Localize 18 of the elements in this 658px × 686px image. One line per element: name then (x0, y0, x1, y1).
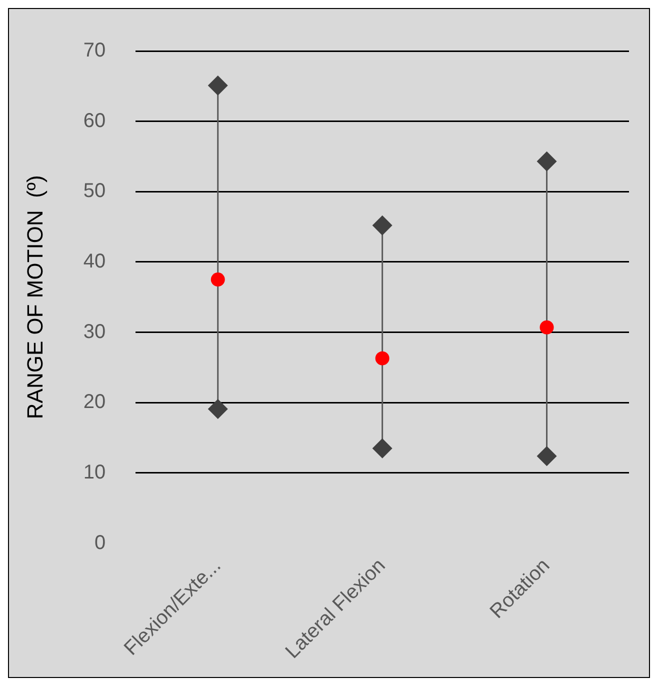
y-tick-label: 40 (83, 250, 106, 272)
point (208, 398, 228, 419)
point (540, 320, 554, 334)
y-tick-label: 30 (83, 320, 106, 343)
point (210, 272, 225, 287)
y-tick-label: 50 (83, 180, 106, 202)
y-tick-label: 70 (83, 40, 106, 62)
y-tick-label: 0 (94, 532, 106, 554)
point (375, 351, 390, 366)
point (372, 438, 392, 458)
y-axis-title: RANGE OF MOTION (º) (22, 175, 48, 420)
point (372, 215, 392, 236)
y-tick-label: 10 (83, 461, 106, 484)
y-tick-label: 20 (83, 391, 106, 414)
point (536, 151, 557, 172)
point (208, 75, 228, 96)
point (536, 446, 557, 466)
y-tick-label: 60 (83, 110, 106, 132)
